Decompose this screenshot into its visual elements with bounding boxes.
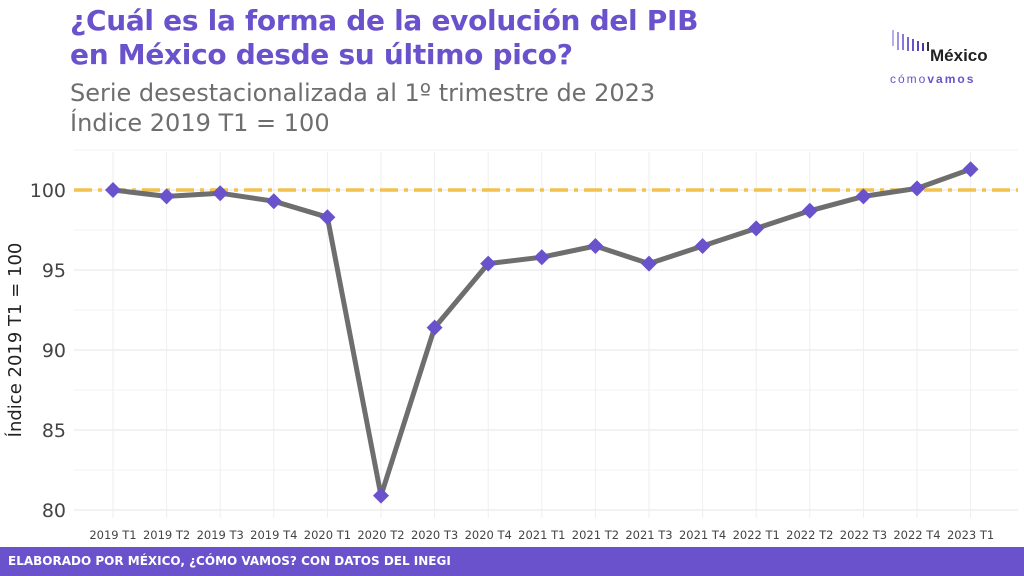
x-tick-label: 2019 T2 xyxy=(143,528,190,542)
x-tick-label: 2019 T4 xyxy=(250,528,297,542)
subtitle-line-1: Serie desestacionalizada al 1º trimestre… xyxy=(70,79,656,107)
x-tick-label: 2020 T4 xyxy=(465,528,512,542)
data-point xyxy=(158,188,175,205)
logo-subtitle: cómovamos xyxy=(890,72,975,86)
title-line-2: en México desde su último pico? xyxy=(70,38,573,71)
x-tick-label: 2020 T3 xyxy=(411,528,458,542)
source-footer: ELABORADO POR MÉXICO, ¿CÓMO VAMOS? CON D… xyxy=(0,547,1024,576)
data-point xyxy=(212,185,229,202)
data-point xyxy=(426,319,443,336)
data-point xyxy=(587,238,604,254)
data-point xyxy=(373,487,389,504)
x-tick-label: 2021 T1 xyxy=(518,528,565,542)
y-tick-label: 95 xyxy=(42,260,66,282)
data-point xyxy=(533,249,550,266)
logo-sub-light: cómo xyxy=(890,72,928,86)
line-chart: 80 85 90 95 100 2019 T1 2019 T2 2019 T3 2019 T4 2… xyxy=(4,149,1018,542)
y-tick-label: 100 xyxy=(30,180,66,202)
x-tick-label: 2022 T1 xyxy=(733,528,780,542)
logo-bars-icon xyxy=(892,30,929,51)
logo-word: México xyxy=(930,46,988,65)
mexico-como-vamos-logo: México cómovamos xyxy=(890,24,1000,88)
x-tick-label: 2021 T4 xyxy=(679,528,726,542)
y-tick-label: 85 xyxy=(42,420,66,442)
x-tick-label: 2019 T3 xyxy=(197,528,244,542)
chart-title: ¿Cuál es la forma de la evolución del PI… xyxy=(70,4,698,72)
logo-sub-bold: vamos xyxy=(927,72,976,86)
data-point xyxy=(962,161,979,178)
x-tick-label: 2020 T1 xyxy=(304,528,351,542)
subtitle-line-2: Índice 2019 T1 = 100 xyxy=(70,109,330,137)
x-tick-label: 2022 T3 xyxy=(840,528,887,542)
x-tick-label: 2019 T1 xyxy=(89,528,136,542)
data-point xyxy=(105,182,121,198)
y-tick-label: 80 xyxy=(42,500,66,522)
x-tick-label: 2021 T2 xyxy=(572,528,619,542)
x-tick-label: 2021 T3 xyxy=(625,528,672,542)
y-axis-label: Índice 2019 T1 = 100 xyxy=(4,243,26,438)
chart-subtitle: Serie desestacionalizada al 1º trimestre… xyxy=(70,78,655,138)
data-point xyxy=(801,202,818,219)
y-tick-label: 90 xyxy=(42,340,66,362)
data-point xyxy=(909,180,925,197)
x-tick-label: 2022 T2 xyxy=(786,528,833,542)
title-line-1: ¿Cuál es la forma de la evolución del PI… xyxy=(70,4,699,37)
data-point xyxy=(855,188,872,205)
data-point xyxy=(748,220,765,237)
data-point xyxy=(480,255,497,272)
x-tick-label: 2020 T2 xyxy=(357,528,404,542)
x-tick-label: 2022 T4 xyxy=(893,528,940,542)
data-point xyxy=(694,238,711,254)
data-point xyxy=(265,193,282,210)
data-point xyxy=(319,209,336,226)
data-point xyxy=(641,255,657,272)
x-tick-label: 2023 T1 xyxy=(947,528,994,542)
